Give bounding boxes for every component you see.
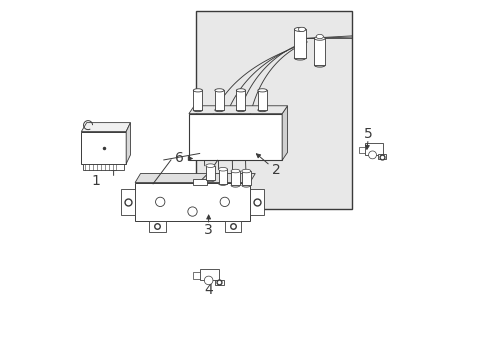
Ellipse shape [257, 89, 266, 92]
Ellipse shape [294, 56, 305, 60]
Ellipse shape [241, 169, 250, 173]
Polygon shape [81, 132, 126, 164]
Bar [205, 166, 214, 180]
Circle shape [368, 151, 376, 159]
Polygon shape [81, 123, 130, 132]
Bar [378, 154, 386, 159]
Circle shape [155, 197, 164, 207]
Ellipse shape [314, 63, 325, 67]
Bar [193, 272, 200, 279]
Ellipse shape [205, 164, 214, 167]
Bar [224, 221, 241, 232]
Bar [214, 280, 223, 285]
Circle shape [204, 276, 212, 285]
Bar [196, 12, 351, 209]
Ellipse shape [236, 89, 245, 92]
Bar [214, 90, 224, 110]
Ellipse shape [230, 184, 240, 187]
Text: 3: 3 [204, 223, 213, 237]
Ellipse shape [230, 169, 240, 173]
Polygon shape [121, 189, 135, 215]
Text: 1: 1 [91, 174, 100, 188]
Bar [257, 90, 266, 110]
Bar [193, 90, 202, 110]
Bar [199, 269, 219, 280]
Ellipse shape [205, 178, 214, 182]
Bar [364, 143, 382, 155]
Bar [218, 169, 227, 184]
Ellipse shape [241, 184, 250, 187]
Ellipse shape [214, 108, 224, 112]
Text: 2: 2 [272, 163, 281, 177]
Ellipse shape [214, 89, 224, 92]
Ellipse shape [193, 89, 202, 92]
Polygon shape [126, 123, 130, 164]
Bar [230, 171, 240, 185]
Ellipse shape [236, 108, 245, 112]
Text: 6: 6 [174, 152, 183, 166]
Polygon shape [135, 183, 249, 221]
Bar [314, 39, 325, 65]
Polygon shape [135, 174, 255, 183]
Ellipse shape [193, 108, 202, 112]
Bar [236, 90, 245, 110]
Bar [192, 179, 206, 185]
Ellipse shape [298, 27, 305, 32]
Ellipse shape [314, 36, 325, 40]
Ellipse shape [218, 167, 227, 171]
Bar [149, 221, 165, 232]
Polygon shape [282, 106, 287, 160]
Text: 5: 5 [363, 127, 372, 141]
Ellipse shape [218, 182, 227, 185]
Ellipse shape [316, 35, 323, 39]
Bar [294, 30, 305, 58]
Bar [188, 114, 282, 160]
Bar [358, 147, 365, 153]
Bar [83, 164, 124, 170]
Circle shape [220, 197, 229, 207]
Polygon shape [188, 106, 287, 114]
Ellipse shape [294, 27, 305, 31]
Ellipse shape [257, 108, 266, 112]
Polygon shape [249, 189, 264, 215]
Bar [241, 171, 250, 185]
Circle shape [187, 207, 197, 216]
Text: 4: 4 [204, 283, 213, 297]
